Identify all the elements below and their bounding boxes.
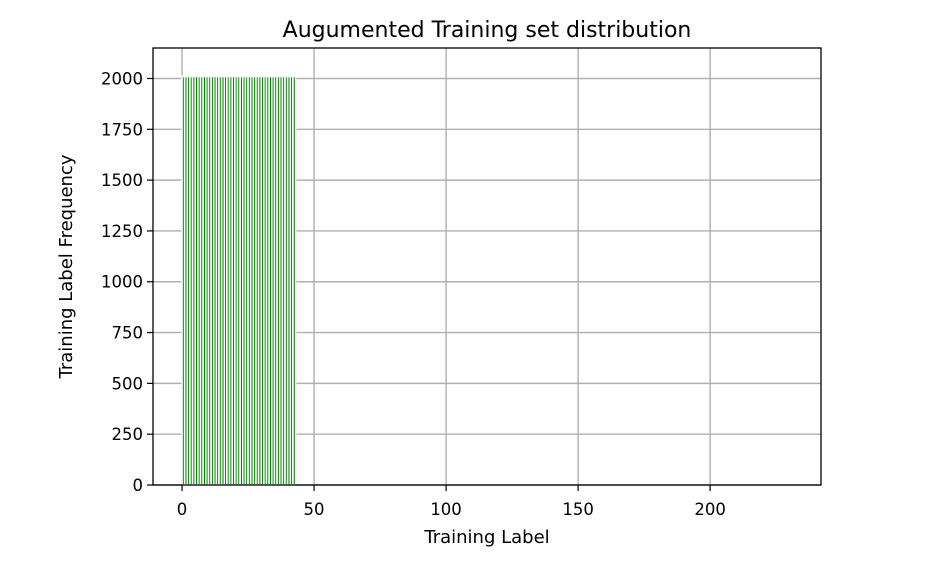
y-tick-label: 250	[112, 425, 144, 444]
x-tick-label: 100	[430, 500, 462, 519]
y-tick-label: 1750	[101, 120, 143, 139]
axis-ticks: 0 50 100 150 2000250500750100012501500175020…	[101, 69, 726, 519]
y-tick-label: 1500	[101, 171, 143, 190]
x-axis-label: Training Label	[423, 527, 549, 548]
y-tick-label: 500	[112, 374, 144, 393]
bars	[181, 75, 297, 486]
y-tick-label: 2000	[101, 69, 143, 88]
y-tick-label: 0	[133, 476, 144, 495]
y-tick-label: 1000	[101, 273, 143, 292]
x-tick-label: 0	[177, 500, 188, 519]
plot-frame	[152, 47, 822, 486]
y-axis-label: Training Label Frequency	[56, 154, 77, 379]
chart-title: Augumented Training set distribution	[283, 18, 692, 43]
x-tick-label: 200	[694, 500, 726, 519]
x-tick-label: 150	[562, 500, 594, 519]
y-tick-label: 1250	[101, 222, 143, 241]
bar	[292, 75, 297, 486]
x-tick-label: 50	[304, 500, 325, 519]
y-tick-label: 750	[112, 324, 144, 343]
